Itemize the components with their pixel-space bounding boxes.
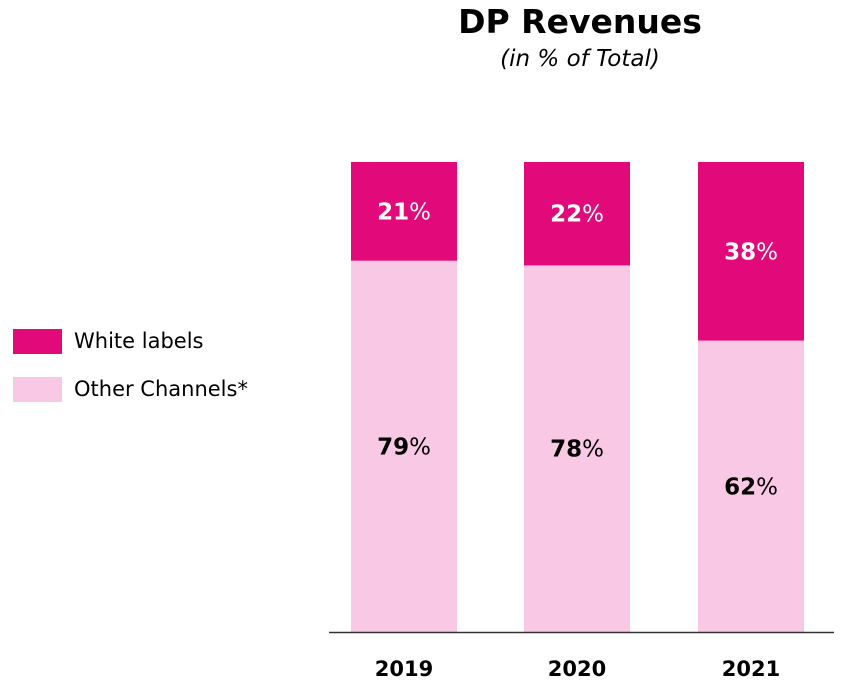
legend: White labels Other Channels* [13, 317, 248, 413]
bar-2021-white-labels [698, 162, 804, 341]
data-label-2021-white-labels: 38% [724, 239, 778, 265]
legend-swatch-other-channels [13, 376, 62, 402]
data-label-2020-white-labels: 22% [550, 202, 604, 228]
bar-2021-other-channels [698, 340, 804, 632]
data-label-2019-white-labels: 21% [377, 199, 431, 225]
data-label-2020-other-channels: 78% [550, 437, 604, 463]
legend-label-white-labels: White labels [74, 329, 204, 353]
legend-swatch-white-labels [13, 328, 62, 354]
bar-2019-white-labels [351, 162, 457, 261]
bar-2020-white-labels [524, 162, 630, 266]
bar-2020-other-channels [524, 265, 630, 632]
chart-subtitle: (in % of Total) [500, 46, 660, 72]
x-tick-label-2020: 2020 [548, 657, 606, 681]
data-label-2021-other-channels: 62% [724, 474, 778, 500]
legend-item-other-channels: Other Channels* [13, 365, 248, 413]
data-label-2019-other-channels: 79% [377, 434, 431, 460]
x-tick-label-2019: 2019 [375, 657, 433, 681]
legend-label-other-channels: Other Channels* [74, 377, 248, 401]
chart-title: DP Revenues [458, 2, 702, 41]
bar-2019-other-channels [351, 260, 457, 632]
legend-item-white-labels: White labels [13, 317, 248, 365]
x-tick-label-2021: 2021 [722, 657, 780, 681]
